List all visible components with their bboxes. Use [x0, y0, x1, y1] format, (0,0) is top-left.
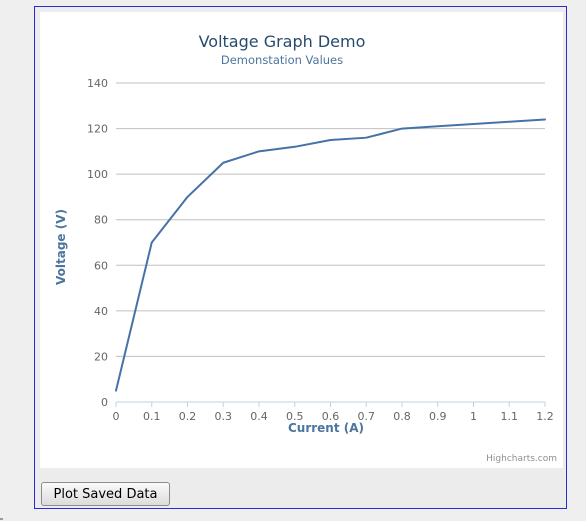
data-point[interactable]: [113, 388, 119, 394]
series-layer: [113, 116, 548, 394]
data-point[interactable]: [471, 121, 477, 127]
x-tick-label: 0.2: [179, 410, 197, 423]
series-line[interactable]: [115, 118, 546, 392]
y-axis-title: Voltage (V): [54, 209, 68, 285]
x-tick-label: 0.7: [358, 410, 376, 423]
data-point[interactable]: [149, 240, 155, 246]
plot-saved-data-button[interactable]: Plot Saved Data: [41, 482, 170, 506]
x-tick-label: 0.6: [322, 410, 340, 423]
data-point[interactable]: [542, 116, 548, 122]
x-axis-ticks: 0 0.1 0.2 0.3 0.4 0.5 0.6 0.7 0.8 0.9 1 1.1 1.2: [113, 402, 554, 423]
y-axis-ticks: 0 20 40 60 80 100 120 140: [87, 77, 108, 409]
x-tick-label: 1.2: [536, 410, 554, 423]
y-tick-label: 120: [87, 123, 108, 136]
chart-subtitle: Demonstation Values: [221, 53, 343, 67]
x-tick-label: 0.4: [250, 410, 268, 423]
x-axis-title: Current (A): [288, 421, 364, 435]
voltage-chart: Voltage Graph Demo Demonstation Values 0…: [54, 32, 557, 464]
x-tick-label: 1: [470, 410, 477, 423]
data-point[interactable]: [292, 144, 298, 150]
data-point[interactable]: [363, 135, 369, 141]
x-tick-label: 0: [113, 410, 120, 423]
chart-panel: Voltage Graph Demo Demonstation Values 0…: [34, 6, 567, 509]
chart-title: Voltage Graph Demo: [199, 32, 366, 51]
data-point[interactable]: [399, 126, 405, 132]
y-tick-label: 100: [87, 168, 108, 181]
x-tick-label: 0.5: [286, 410, 304, 423]
data-point[interactable]: [328, 137, 334, 143]
data-point[interactable]: [256, 148, 262, 154]
chart-container: Voltage Graph Demo Demonstation Values 0…: [40, 12, 563, 468]
credits-link[interactable]: Highcharts.com: [486, 454, 557, 464]
data-point[interactable]: [435, 123, 441, 129]
data-point[interactable]: [185, 194, 191, 200]
data-point[interactable]: [220, 160, 226, 166]
y-tick-label: 40: [94, 305, 108, 318]
y-tick-label: 140: [87, 77, 108, 90]
y-tick-label: 20: [94, 350, 108, 363]
x-tick-label: 1.1: [501, 410, 519, 423]
page-corner-marker: [0, 518, 3, 520]
y-tick-label: 80: [94, 214, 108, 227]
data-point[interactable]: [506, 119, 512, 125]
y-tick-label: 60: [94, 259, 108, 272]
x-tick-label: 0.8: [393, 410, 411, 423]
x-tick-label: 0.9: [429, 410, 447, 423]
x-tick-label: 0.1: [143, 410, 161, 423]
x-tick-label: 0.3: [215, 410, 233, 423]
y-tick-label: 0: [101, 396, 108, 409]
grid-lines: [116, 82, 545, 357]
